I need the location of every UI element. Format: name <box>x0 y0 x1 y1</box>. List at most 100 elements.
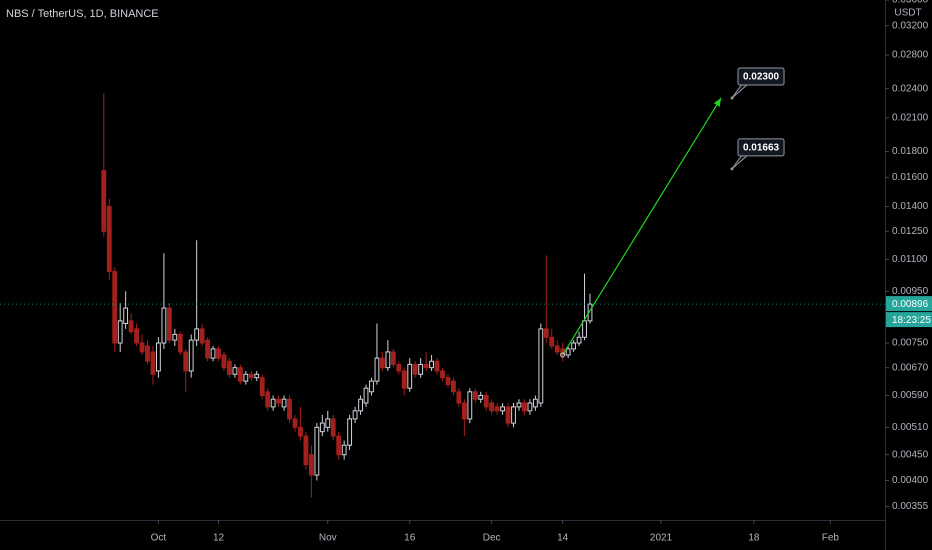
candle-body <box>325 418 331 428</box>
candle-body <box>429 360 434 369</box>
candle-body <box>232 367 238 375</box>
candle-body <box>374 357 380 382</box>
candle-body <box>265 391 271 408</box>
candle-body <box>199 328 205 344</box>
candle-body <box>106 206 112 273</box>
last-price-label: 0.00896 <box>892 299 929 310</box>
candle-body <box>554 345 560 353</box>
callout-pointer <box>731 83 750 99</box>
candle-body <box>434 360 440 372</box>
candle-body <box>139 342 145 353</box>
candle-body <box>423 363 429 369</box>
arrow-head <box>713 97 722 107</box>
candle-body <box>412 363 418 375</box>
y-tick-label: 0.00400 <box>892 475 929 486</box>
candle-body <box>385 351 391 369</box>
candle-body <box>227 360 232 375</box>
candle-body <box>330 418 336 437</box>
candle-body <box>205 339 211 359</box>
candle-body <box>358 398 363 412</box>
candle-body <box>145 345 150 362</box>
arrow-start <box>560 352 566 358</box>
candle-body <box>243 373 249 382</box>
candle-body <box>270 398 276 408</box>
candle-body <box>516 402 522 408</box>
candle-body <box>112 271 118 344</box>
candle-body <box>522 402 527 412</box>
candle-body <box>172 333 178 341</box>
candle-body <box>549 336 555 347</box>
candle-body <box>352 410 358 420</box>
y-tick-label: 0.00355 <box>892 501 929 512</box>
candle-body <box>259 377 265 396</box>
candle-body <box>254 373 260 379</box>
y-tick-label: 0.00750 <box>892 338 929 349</box>
callout-label: 0.02300 <box>743 72 780 83</box>
candle-body <box>281 398 287 408</box>
countdown-box <box>886 312 932 328</box>
candle-body <box>456 391 462 404</box>
candle-body <box>319 422 325 433</box>
y-tick-label: 0.01400 <box>892 201 929 212</box>
countdown: 18:23:25 <box>892 315 931 326</box>
candle-body <box>216 348 221 359</box>
y-tick-label: 0.00590 <box>892 390 929 401</box>
candle-body <box>511 406 516 424</box>
candle-body <box>407 363 413 389</box>
x-tick-label: Dec <box>483 533 501 544</box>
candle-body <box>210 348 216 359</box>
candle-body <box>445 377 451 386</box>
candle-body <box>369 380 374 393</box>
candle-body <box>418 363 424 375</box>
candle-body <box>401 370 407 389</box>
x-tick-label: Feb <box>822 533 840 544</box>
candle-body <box>287 398 292 420</box>
x-tick-label: 2021 <box>650 533 673 544</box>
candle-body <box>101 170 107 232</box>
callout-box <box>737 138 785 157</box>
candle-body <box>166 307 172 341</box>
candle-body <box>494 406 500 412</box>
arrow-line <box>562 97 722 356</box>
candle-body <box>576 336 582 344</box>
y-axis-label: USDT <box>894 8 921 19</box>
callout-pointer <box>731 154 750 170</box>
candle-body <box>303 435 309 466</box>
y-tick-label: 0.00510 <box>892 422 929 433</box>
candle-body <box>390 351 396 365</box>
candle-body <box>527 402 533 412</box>
callout-point <box>730 167 734 171</box>
candle-body <box>341 444 347 456</box>
x-tick-label: 18 <box>748 533 760 544</box>
candle-body <box>489 402 495 412</box>
candle-body <box>276 398 282 404</box>
candle-body <box>483 394 489 408</box>
x-tick-label: 14 <box>557 533 569 544</box>
x-tick-label: Oct <box>151 533 167 544</box>
y-tick-label: 0.02400 <box>892 83 929 94</box>
candle-body <box>478 394 484 400</box>
candle-body <box>194 328 200 341</box>
y-tick-label: 0.00950 <box>892 286 929 297</box>
candle-body <box>123 307 129 324</box>
candle-body <box>347 418 353 446</box>
candle-body <box>587 303 593 322</box>
y-tick-label: 0.01100 <box>892 254 928 265</box>
candle-body <box>150 351 156 375</box>
candle-body <box>156 342 161 372</box>
candle-body <box>128 320 134 333</box>
candle-body <box>571 342 577 350</box>
x-tick-label: Nov <box>319 533 337 544</box>
y-tick-label: 0.03200 <box>892 20 929 31</box>
candle-body <box>532 398 538 408</box>
candle-body <box>314 426 320 476</box>
candle-body <box>237 367 243 382</box>
y-tick-label: 0.01250 <box>892 226 929 237</box>
y-tick-label: 0.02100 <box>892 113 929 124</box>
candle-body <box>363 387 369 404</box>
candle-body <box>500 406 506 412</box>
last-price-box <box>886 296 932 312</box>
candle-body <box>467 391 473 420</box>
y-tick-label: 0.01800 <box>892 146 929 157</box>
